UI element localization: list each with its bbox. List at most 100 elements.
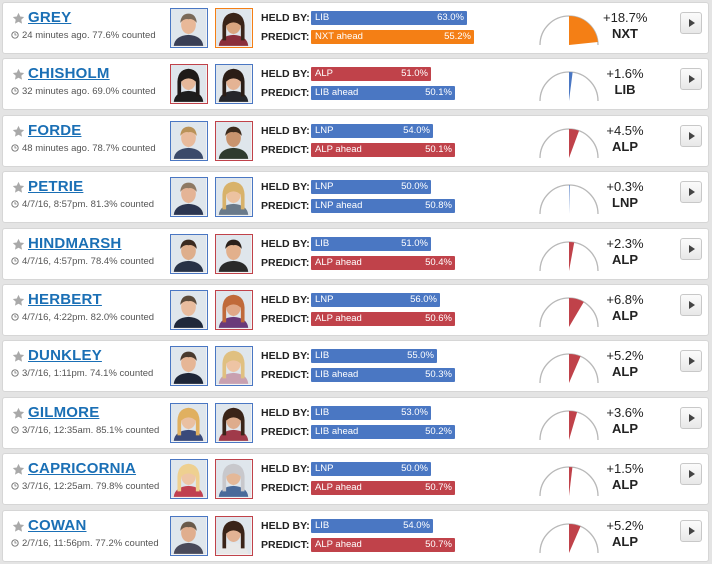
seat-row[interactable]: CHISHOLM 32 minutes ago. 69.0% counted HEL… — [2, 58, 709, 111]
challenger-photo — [215, 402, 253, 443]
seat-row[interactable]: HERBERT 4/7/16, 4:22pm. 82.0% counted HELD… — [2, 284, 709, 336]
predict-bar: LIB ahead 50.2% — [311, 424, 455, 439]
held-bar: ALP 51.0% — [311, 67, 431, 82]
predict-label: PREDICT: — [261, 87, 310, 100]
seat-name-link[interactable]: DUNKLEY — [28, 347, 102, 365]
clock-icon — [11, 426, 19, 434]
held-party: LNP — [315, 124, 334, 136]
seat-row[interactable]: PETRIE 4/7/16, 8:57pm. 81.3% counted HELD … — [2, 171, 709, 224]
details-play-button[interactable] — [680, 463, 702, 486]
star-icon[interactable] — [12, 181, 25, 194]
held-party: LIB — [315, 12, 330, 23]
swing-value: +5.2% — [606, 348, 644, 364]
details-play-button[interactable] — [680, 237, 702, 260]
held-by-label: HELD BY: — [261, 463, 310, 476]
swing-gauge — [539, 184, 599, 215]
star-icon[interactable] — [12, 68, 25, 81]
star-icon[interactable] — [12, 520, 25, 533]
held-percent: 51.0% — [401, 68, 428, 80]
predict-bar: NXT ahead 55.2% — [311, 30, 474, 44]
seat-name-link[interactable]: GILMORE — [28, 403, 100, 421]
seat-row[interactable]: COWAN 2/7/16, 11:56pm. 77.2% counted HELD … — [2, 509, 709, 562]
challenger-photo — [215, 346, 253, 387]
details-play-button[interactable] — [680, 350, 702, 373]
held-bar: LIB 51.0% — [311, 236, 431, 251]
predict-label: PREDICT: — [261, 482, 310, 495]
held-party: LNP — [315, 463, 334, 475]
swing-gauge — [539, 297, 599, 328]
swing-gauge — [539, 15, 599, 46]
held-party: LNP — [315, 294, 334, 305]
gauge-wedge — [569, 16, 598, 45]
seat-row[interactable]: GILMORE 3/7/16, 12:35am. 85.1% counted HEL… — [2, 396, 709, 449]
seat-row[interactable]: HINDMARSH 4/7/16, 4:57pm. 78.4% counted HE… — [2, 227, 709, 280]
star-icon[interactable] — [12, 350, 25, 363]
star-icon[interactable] — [12, 125, 25, 138]
star-icon[interactable] — [12, 12, 25, 25]
seat-name-link[interactable]: HINDMARSH — [28, 234, 122, 252]
held-percent: 55.0% — [407, 350, 434, 362]
swing-value: +3.6% — [606, 404, 644, 420]
gauge-wedge — [569, 72, 573, 102]
held-bar: LIB 53.0% — [311, 405, 431, 420]
challenger-photo — [215, 120, 253, 161]
gauge-wedge — [569, 523, 581, 553]
clock-icon — [11, 144, 19, 152]
held-party: ALP — [315, 68, 333, 80]
predict-percent: 50.3% — [425, 369, 452, 381]
challenger-photo — [215, 515, 253, 556]
gauge-wedge — [569, 128, 580, 158]
details-play-button[interactable] — [680, 294, 702, 316]
star-icon[interactable] — [12, 238, 25, 251]
swing-party: NXT — [612, 26, 638, 41]
predict-bar: ALP ahead 50.6% — [311, 312, 455, 326]
swing-party: LIB — [614, 82, 636, 98]
seat-row[interactable]: FORDE 48 minutes ago. 78.7% counted HELD B… — [2, 114, 709, 167]
star-icon[interactable] — [12, 407, 25, 420]
seat-name-link[interactable]: FORDE — [28, 121, 82, 139]
details-play-button[interactable] — [680, 68, 702, 91]
predict-percent: 50.1% — [425, 143, 452, 155]
star-icon[interactable] — [12, 294, 25, 307]
predict-label: PREDICT: — [261, 31, 310, 43]
predict-label: PREDICT: — [261, 200, 310, 213]
predict-percent: 50.7% — [425, 482, 452, 494]
incumbent-photo — [170, 346, 208, 387]
predict-percent: 50.2% — [425, 425, 452, 437]
details-play-button[interactable] — [680, 12, 702, 34]
predict-percent: 55.2% — [444, 31, 471, 42]
clock-icon — [11, 87, 19, 96]
held-by-label: HELD BY: — [261, 68, 310, 81]
incumbent-photo — [170, 402, 208, 443]
seat-name-link[interactable]: CHISHOLM — [28, 65, 110, 83]
incumbent-photo — [170, 120, 208, 161]
clock-icon — [11, 482, 19, 490]
predict-percent: 50.6% — [425, 313, 452, 324]
predict-text: ALP ahead — [315, 143, 362, 155]
seat-name-link[interactable]: GREY — [28, 9, 72, 26]
held-by-label: HELD BY: — [261, 181, 310, 194]
seat-name-link[interactable]: PETRIE — [28, 178, 84, 196]
predict-label: PREDICT: — [261, 313, 310, 325]
incumbent-photo — [170, 8, 208, 48]
updated-text: 4/7/16, 8:57pm. 81.3% counted — [22, 199, 155, 211]
star-icon[interactable] — [12, 463, 25, 476]
updated-text: 3/7/16, 12:35am. 85.1% counted — [22, 424, 160, 436]
details-play-button[interactable] — [680, 181, 702, 204]
details-play-button[interactable] — [680, 124, 702, 147]
swing-gauge — [539, 241, 599, 271]
seat-name-link[interactable]: CAPRICORNIA — [28, 460, 137, 478]
seat-name-link[interactable]: HERBERT — [28, 291, 102, 308]
seat-row[interactable]: CAPRICORNIA 3/7/16, 12:25am. 79.8% counte… — [2, 453, 709, 506]
details-play-button[interactable] — [680, 519, 702, 542]
swing-party: ALP — [612, 420, 638, 436]
details-play-button[interactable] — [680, 406, 702, 429]
seat-name-link[interactable]: COWAN — [28, 516, 87, 534]
predict-label: PREDICT: — [261, 538, 310, 551]
held-by-label: HELD BY: — [261, 350, 310, 363]
challenger-photo — [215, 290, 253, 330]
seat-row[interactable]: GREY 24 minutes ago. 77.6% counted HELD BY… — [2, 2, 709, 54]
predict-bar: LNP ahead 50.8% — [311, 199, 455, 214]
swing-party: ALP — [612, 251, 638, 267]
seat-row[interactable]: DUNKLEY 3/7/16, 1:11pm. 74.1% counted HELD… — [2, 340, 709, 393]
